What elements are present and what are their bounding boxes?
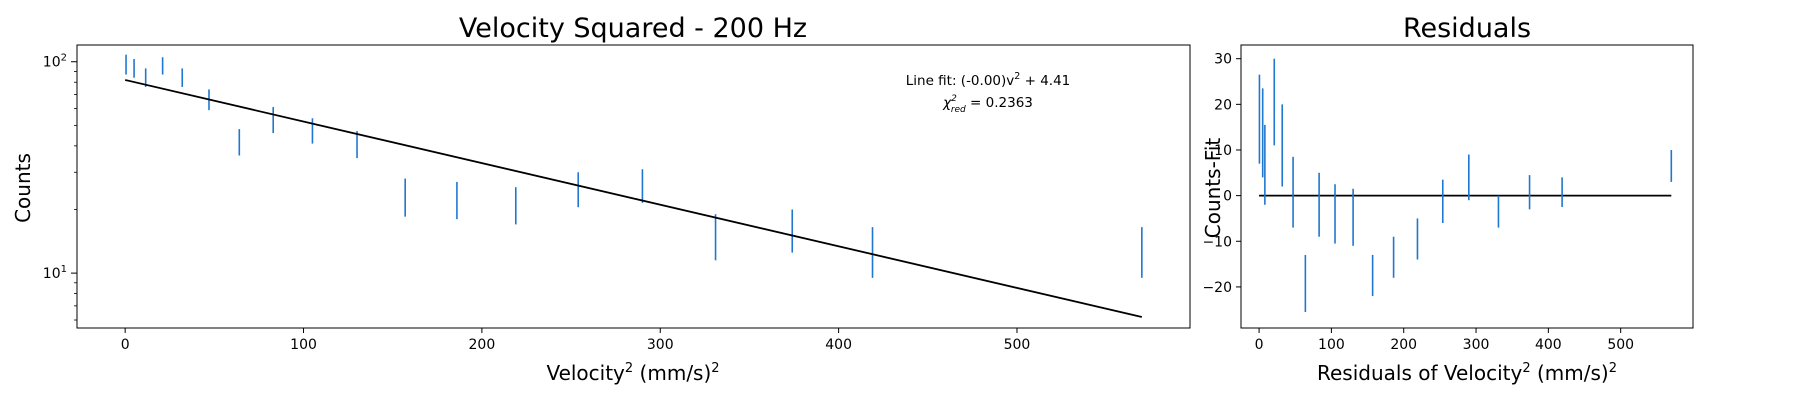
velocity-chart-xtick-label-4: 400 [825,337,852,353]
velocity-chart-ticks: 0 100 200 300 400 500 101 102 [43,53,1031,353]
velocity-chart-annotation-suffix: + 4.41 [1020,73,1070,89]
residuals-chart-xtick-label-2: 200 [1390,337,1417,353]
velocity-chart-ytick-label-1: 102 [43,53,67,71]
velocity-chart-xtick-label-1: 100 [290,337,317,353]
velocity-chart-xtick-label-0: 0 [121,337,130,353]
residuals-chart-ytick-label-1: −10 [1202,234,1232,250]
residuals-chart-ytick-label-5: 30 [1214,52,1232,68]
velocity-chart-annotation-sup: 2 [1014,71,1020,82]
velocity-chart-annotation-value: = 0.2363 [966,95,1033,111]
residuals-chart-xtick-label-1: 100 [1318,337,1345,353]
residuals-chart-xlabel-rest: (mm/s) [1531,361,1609,385]
residuals-chart-frame [1240,44,1694,329]
velocity-chart-xlabel: Velocity2 (mm/s)2 [546,361,719,385]
velocity-chart-fit-line [124,79,1143,318]
velocity-chart-xlabel-sup: 2 [625,361,633,376]
velocity-chart-xtick-label-2: 200 [469,337,496,353]
residuals-chart-xtick-label-3: 300 [1463,337,1490,353]
residuals-chart-xtick-label-5: 500 [1607,337,1634,353]
velocity-chart-frame [76,44,1191,329]
residuals-chart-title: Residuals [1403,13,1531,44]
velocity-chart-ylabel: Counts [11,153,35,223]
velocity-chart-xlabel-sup2: 2 [711,361,719,376]
residuals-chart-xlabel: Residuals of Velocity2 (mm/s)2 [1317,361,1617,385]
residuals-chart-ytick-label-3: 10 [1214,143,1232,159]
velocity-chart-annotation-chi-sub: red [951,105,966,115]
velocity-chart-annotation-chi-sup: 2 [951,94,957,104]
velocity-chart-xlabel-base: Velocity [546,361,625,385]
velocity-chart-annotation-prefix: Line fit: (-0.00)v [906,73,1015,89]
residuals-chart-xlabel-base: Residuals of Velocity [1317,361,1522,385]
velocity-chart-ytick-label-0: 101 [43,264,67,282]
residuals-chart-ticks: 0 100 200 300 400 500 −20 −10 0 10 20 30 [1202,52,1634,353]
residuals-chart-ylabel: Counts-Fit [1201,138,1225,239]
velocity-chart-xlabel-rest: (mm/s) [633,361,711,385]
residuals-chart-xtick-label-0: 0 [1255,337,1264,353]
velocity-chart-annotation-line2: χ2 red = 0.2363 [942,94,1033,115]
velocity-chart: Velocity Squared - 200 Hz Velocity2 (mm/… [11,13,1191,385]
residuals-chart-xlabel-sup: 2 [1522,361,1530,376]
residuals-chart-ytick-label-4: 20 [1214,97,1232,113]
velocity-chart-errorbars [125,54,1143,278]
velocity-chart-annotation-line1: Line fit: (-0.00)v2 + 4.41 [906,71,1071,89]
residuals-chart: Residuals Residuals of Velocity2 (mm/s)2… [1201,13,1694,385]
residuals-chart-ytick-label-0: −20 [1202,280,1232,296]
residuals-chart-xlabel-sup2: 2 [1609,361,1617,376]
residuals-chart-xtick-label-4: 400 [1535,337,1562,353]
residuals-chart-ytick-label-2: 0 [1223,189,1232,205]
residuals-chart-errorbars [1258,58,1673,313]
velocity-chart-xtick-label-5: 500 [1004,337,1031,353]
velocity-chart-title: Velocity Squared - 200 Hz [459,13,807,44]
velocity-chart-xtick-label-3: 300 [647,337,674,353]
velocity-chart-annotation-chi: χ [942,95,952,111]
